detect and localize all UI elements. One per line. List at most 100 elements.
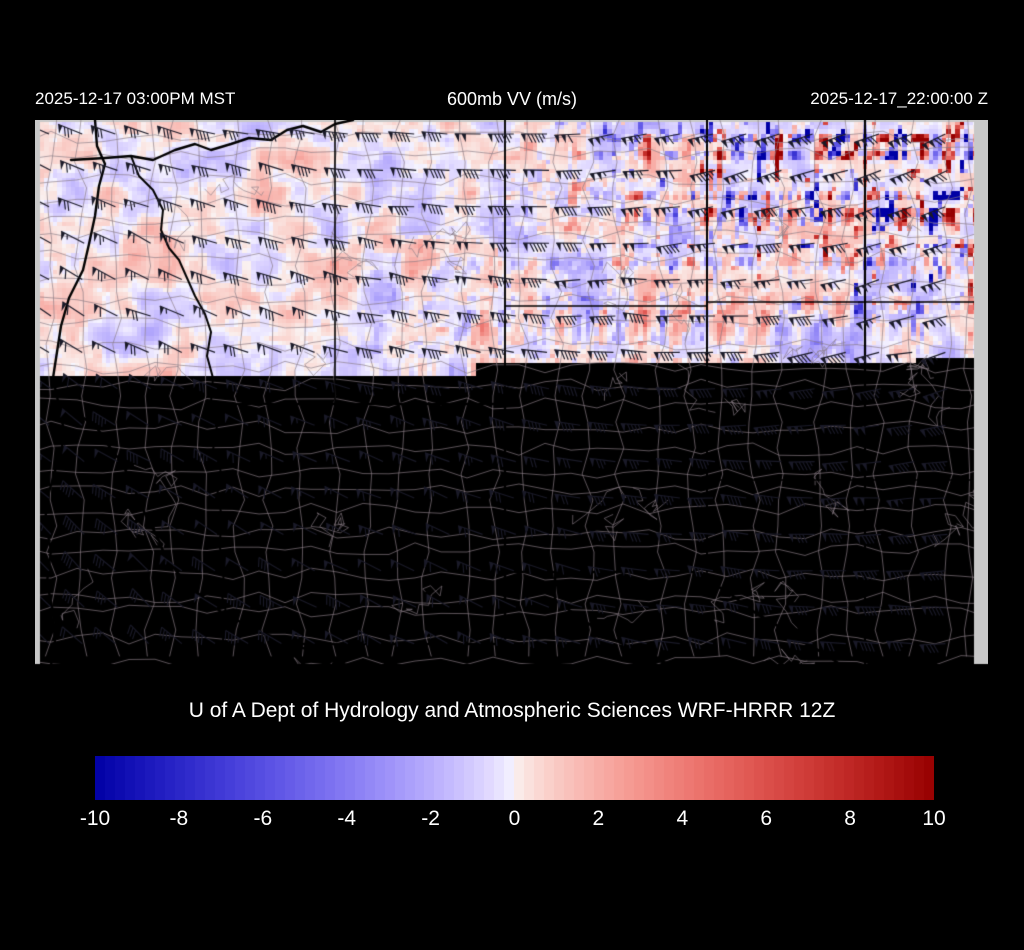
colorbar-band [414, 756, 425, 800]
colorbar-band [124, 756, 135, 800]
colorbar-band [484, 756, 495, 800]
colorbar-tick-label: 10 [922, 807, 946, 830]
colorbar-band [214, 756, 225, 800]
colorbar-band [104, 756, 115, 800]
colorbar-band [294, 756, 305, 800]
colorbar-tick-label: -10 [79, 807, 111, 830]
colorbar-band [314, 756, 325, 800]
colorbar-band [763, 756, 774, 800]
colorbar-band [614, 756, 625, 800]
colorbar-band [863, 756, 874, 800]
colorbar-band [144, 756, 155, 800]
colorbar-band [224, 756, 235, 800]
colorbar-band [743, 756, 754, 800]
colorbar-band [184, 756, 195, 800]
colorbar-band [514, 756, 525, 800]
colorbar-band [813, 756, 824, 800]
dataset-caption: U of A Dept of Hydrology and Atmospheric… [188, 699, 836, 722]
colorbar-band [704, 756, 715, 800]
colorbar-band [304, 756, 315, 800]
colorbar-band [604, 756, 615, 800]
colorbar-band [783, 756, 794, 800]
colorbar-band [843, 756, 854, 800]
vertical-velocity-map [35, 120, 988, 665]
colorbar-band [134, 756, 145, 800]
colorbar-band [424, 756, 435, 800]
colorbar-band [684, 756, 695, 800]
colorbar-band [254, 756, 265, 800]
colorbar-band [374, 756, 385, 800]
colorbar-band [544, 756, 555, 800]
colorbar-band [773, 756, 784, 800]
colorbar-band [164, 756, 175, 800]
colorbar-tick-label: -6 [253, 807, 273, 830]
colorbar-tick-label: 0 [508, 807, 521, 830]
colorbar-band [753, 756, 764, 800]
colorbar-tick-label: -2 [421, 807, 440, 830]
colorbar-band [334, 756, 345, 800]
colorbar-band [394, 756, 405, 800]
colorbar-band [474, 756, 485, 800]
colorbar-band [644, 756, 655, 800]
colorbar-tick-label: 2 [592, 807, 605, 830]
colorbar-band [833, 756, 844, 800]
colorbar-band [204, 756, 215, 800]
colorbar-band [883, 756, 894, 800]
colorbar-band [694, 756, 705, 800]
colorbar-band [434, 756, 445, 800]
colorbar-band [354, 756, 365, 800]
colorbar-band [264, 756, 275, 800]
colorbar-band [823, 756, 834, 800]
colorbar [95, 756, 934, 800]
colorbar-band [504, 756, 515, 800]
colorbar-band [923, 756, 934, 800]
colorbar-band [244, 756, 255, 800]
colorbar-gradient [95, 756, 934, 800]
colorbar-band [714, 756, 725, 800]
colorbar-band [634, 756, 645, 800]
colorbar-band [114, 756, 125, 800]
colorbar-band [194, 756, 205, 800]
colorbar-band [95, 756, 105, 800]
colorbar-band [654, 756, 665, 800]
field-title: 600mb VV (m/s) [446, 89, 578, 109]
colorbar-band [734, 756, 744, 800]
colorbar-band [793, 756, 804, 800]
colorbar-band [594, 756, 605, 800]
colorbar-band [913, 756, 924, 800]
colorbar-band [584, 756, 595, 800]
colorbar-band [174, 756, 185, 800]
colorbar-band [664, 756, 675, 800]
colorbar-band [674, 756, 685, 800]
colorbar-tick-label: 6 [760, 807, 773, 830]
colorbar-tick-labels: -10 -8 -6 -4 -2 0 2 4 6 8 10 [80, 806, 946, 834]
colorbar-band [344, 756, 355, 800]
colorbar-tick-label: 4 [676, 807, 689, 830]
colorbar-tick-label: -4 [337, 807, 357, 830]
weather-map-panel[interactable] [35, 120, 988, 665]
colorbar-band [494, 756, 505, 800]
colorbar-band [903, 756, 914, 800]
colorbar-band [404, 756, 415, 800]
colorbar-band [284, 756, 295, 800]
colorbar-band [803, 756, 814, 800]
colorbar-band [564, 756, 575, 800]
colorbar-band [624, 756, 635, 800]
colorbar-band [893, 756, 904, 800]
valid-time-local-label: 2025-12-17 03:00PM MST [35, 89, 236, 108]
colorbar-band [524, 756, 535, 800]
colorbar-band [574, 756, 585, 800]
valid-time-utc-label: 2025-12-17_22:00:00 Z [810, 89, 988, 108]
colorbar-band [384, 756, 395, 800]
colorbar-band [534, 756, 545, 800]
colorbar-band [324, 756, 335, 800]
colorbar-band [274, 756, 285, 800]
colorbar-band [853, 756, 864, 800]
colorbar-band [554, 756, 565, 800]
colorbar-band [234, 756, 245, 800]
colorbar-band [454, 756, 465, 800]
colorbar-band [444, 756, 455, 800]
colorbar-band [724, 756, 734, 800]
colorbar-tick-label: 8 [844, 807, 856, 830]
colorbar-tick-label: -8 [169, 807, 189, 830]
